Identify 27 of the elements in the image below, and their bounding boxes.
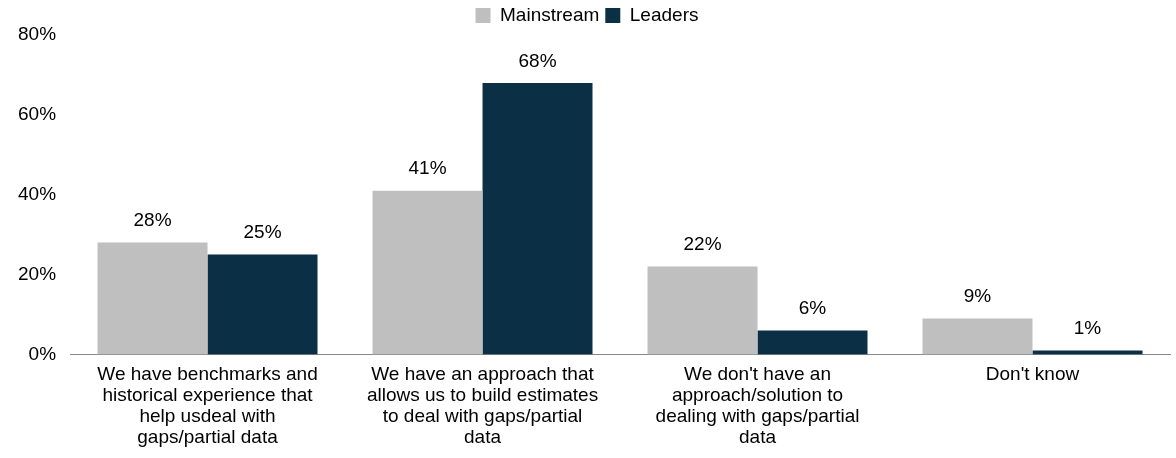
x-tick-label: We have an approach that allows us to build estimates to deal with gaps/partial data — [366, 363, 599, 447]
y-tick-label: 60% — [18, 103, 57, 125]
x-tick-label: We don't have an approach/solution to dealing with gaps/partial data — [655, 363, 860, 447]
legend-label: Mainstream — [500, 3, 600, 25]
data-label: 25% — [243, 221, 282, 243]
bar — [372, 190, 483, 355]
bar — [922, 318, 1033, 355]
bar — [482, 82, 593, 355]
bar — [647, 266, 758, 355]
data-label: 41% — [408, 157, 447, 179]
legend-label: Leaders — [629, 3, 699, 25]
data-label: 22% — [683, 233, 722, 255]
data-label: 28% — [133, 209, 172, 231]
bar — [207, 254, 318, 355]
data-label: 68% — [518, 49, 557, 71]
data-label: 1% — [1073, 317, 1102, 339]
x-tick-label: Don't know — [985, 363, 1080, 385]
data-label: 9% — [963, 285, 992, 307]
y-tick-label: 40% — [18, 182, 57, 204]
bar — [757, 330, 868, 355]
bar — [97, 242, 208, 355]
y-tick-label: 20% — [18, 262, 57, 284]
y-tick-label: 0% — [28, 342, 57, 364]
data-label: 6% — [798, 297, 827, 319]
bar — [1032, 350, 1143, 355]
y-tick-label: 80% — [18, 23, 57, 45]
x-tick-label: We have benchmarks and historical experience that help usdeal with gaps/partial data — [97, 363, 318, 447]
